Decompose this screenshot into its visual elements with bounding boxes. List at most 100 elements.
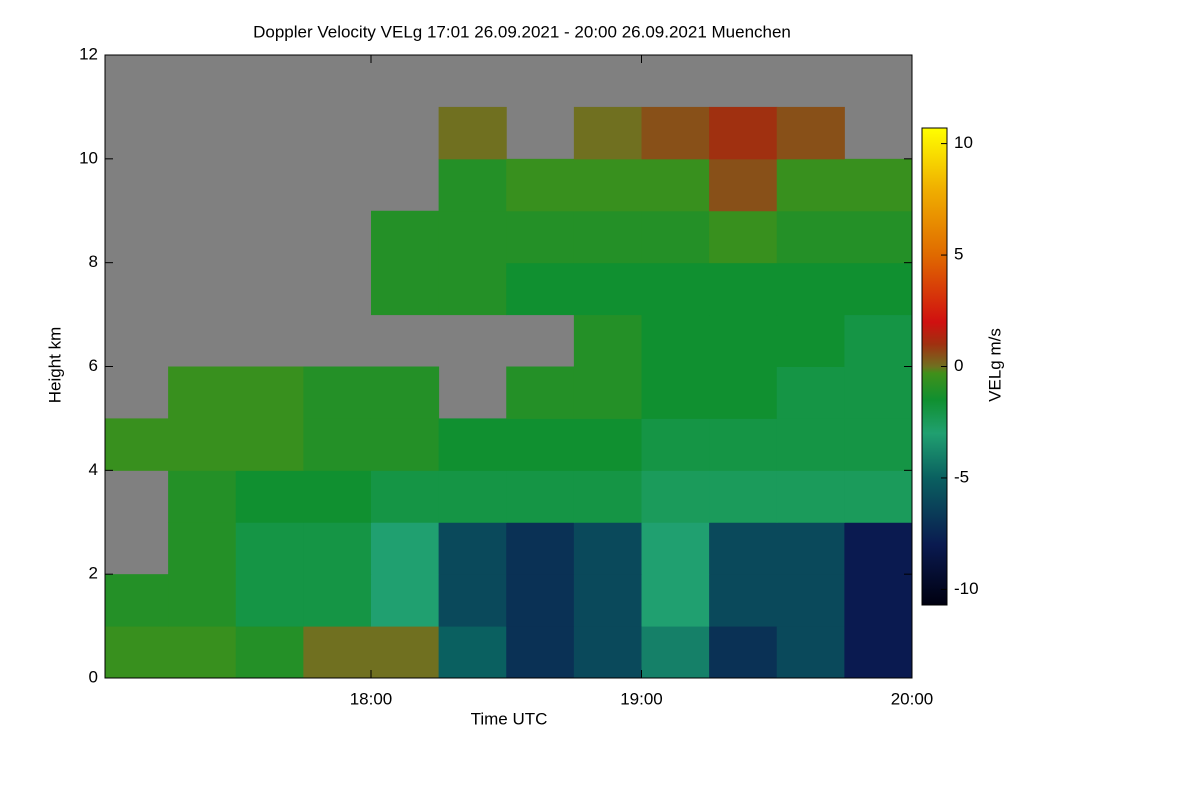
heatmap-cell: [573, 158, 642, 212]
heatmap-cell: [370, 366, 440, 419]
heatmap-cell: [844, 366, 912, 419]
x-axis-label: Time UTC: [471, 709, 548, 728]
heatmap-cell: [776, 158, 845, 212]
heatmap-cell: [709, 418, 778, 471]
heatmap-cell: [641, 314, 710, 367]
heatmap-cell: [641, 366, 710, 419]
heatmap-cell: [709, 470, 778, 523]
heatmap-cell: [573, 314, 642, 367]
heatmap-cell: [573, 366, 642, 419]
heatmap-cell: [709, 262, 778, 316]
colorbar-tick-label: 10: [954, 133, 973, 152]
heatmap-cell: [370, 418, 440, 471]
heatmap-cell: [641, 418, 710, 471]
heatmap-cell: [709, 626, 778, 678]
heatmap-cell: [641, 522, 710, 575]
heatmap-cell: [438, 418, 507, 471]
y-tick-label: 12: [79, 44, 98, 63]
heatmap-cell: [641, 574, 710, 627]
heatmap-cell: [776, 626, 845, 678]
heatmap-cell: [709, 106, 778, 160]
heatmap-cell: [506, 366, 575, 419]
heatmap-cell: [776, 210, 845, 264]
heatmap-cell: [573, 574, 642, 627]
heatmap-cell: [168, 366, 237, 419]
heatmap-cell: [370, 262, 440, 316]
heatmap-cell: [844, 522, 912, 575]
heatmap-cell: [641, 470, 710, 523]
heatmap-cell: [105, 418, 169, 471]
heatmap-cell: [776, 574, 845, 627]
heatmap-cell: [844, 418, 912, 471]
y-tick-label: 6: [89, 356, 98, 375]
heatmap-cell: [641, 626, 710, 678]
heatmap-cell: [438, 626, 507, 678]
heatmap-cell: [573, 522, 642, 575]
heatmap-cell: [506, 210, 575, 264]
heatmap-cell: [235, 366, 304, 419]
heatmap-cell: [303, 418, 372, 471]
heatmap-cell: [303, 626, 372, 678]
heatmap-cell: [168, 626, 237, 678]
x-tick-label: 20:00: [891, 689, 934, 708]
colorbar-label: VELg m/s: [985, 328, 1004, 402]
y-tick-label: 0: [89, 667, 98, 686]
heatmap-cell: [506, 158, 575, 212]
heatmap-cell: [573, 210, 642, 264]
y-tick-label: 2: [89, 564, 98, 583]
heatmap-cell: [573, 626, 642, 678]
heatmap-cell: [168, 470, 237, 523]
heatmap-cell: [709, 522, 778, 575]
heatmap-cell: [235, 470, 304, 523]
x-tick-label: 19:00: [620, 689, 663, 708]
heatmap-cell: [438, 210, 507, 264]
heatmap-cell: [844, 262, 912, 316]
heatmap-cell: [370, 470, 440, 523]
heatmap-cell: [709, 314, 778, 367]
heatmap-cell: [438, 158, 507, 212]
heatmap-cell: [438, 106, 507, 160]
colorbar-tick-label: -10: [954, 579, 979, 598]
heatmap-cell: [506, 418, 575, 471]
colorbar-tick-label: 0: [954, 356, 963, 375]
heatmap-cell: [370, 210, 440, 264]
heatmap-cell: [641, 210, 710, 264]
heatmap: [105, 106, 912, 678]
heatmap-cell: [573, 470, 642, 523]
heatmap-cell: [844, 626, 912, 678]
heatmap-cell: [844, 470, 912, 523]
heatmap-cell: [709, 158, 778, 212]
heatmap-cell: [844, 158, 912, 212]
chart-title: Doppler Velocity VELg 17:01 26.09.2021 -…: [253, 22, 791, 41]
heatmap-cell: [573, 106, 642, 160]
heatmap-cell: [235, 626, 304, 678]
heatmap-cell: [776, 262, 845, 316]
heatmap-cell: [370, 626, 440, 678]
heatmap-cell: [506, 522, 575, 575]
heatmap-cell: [506, 574, 575, 627]
heatmap-cell: [776, 418, 845, 471]
heatmap-cell: [438, 470, 507, 523]
heatmap-cell: [776, 106, 845, 160]
heatmap-cell: [844, 314, 912, 367]
heatmap-cell: [168, 522, 237, 575]
y-tick-label: 4: [89, 460, 98, 479]
heatmap-cell: [370, 574, 440, 627]
heatmap-cell: [776, 314, 845, 367]
heatmap-cell: [235, 418, 304, 471]
heatmap-cell: [105, 626, 169, 678]
heatmap-cell: [641, 158, 710, 212]
heatmap-cell: [235, 574, 304, 627]
heatmap-cell: [709, 366, 778, 419]
heatmap-cell: [168, 418, 237, 471]
colorbar-tick-label: -5: [954, 467, 969, 486]
heatmap-cell: [573, 418, 642, 471]
heatmap-cell: [303, 574, 372, 627]
heatmap-cell: [641, 262, 710, 316]
y-axis-label: Height km: [45, 327, 64, 404]
y-tick-label: 8: [89, 252, 98, 271]
heatmap-cell: [438, 522, 507, 575]
colorbar-tick-label: 5: [954, 245, 963, 264]
heatmap-cell: [303, 470, 372, 523]
